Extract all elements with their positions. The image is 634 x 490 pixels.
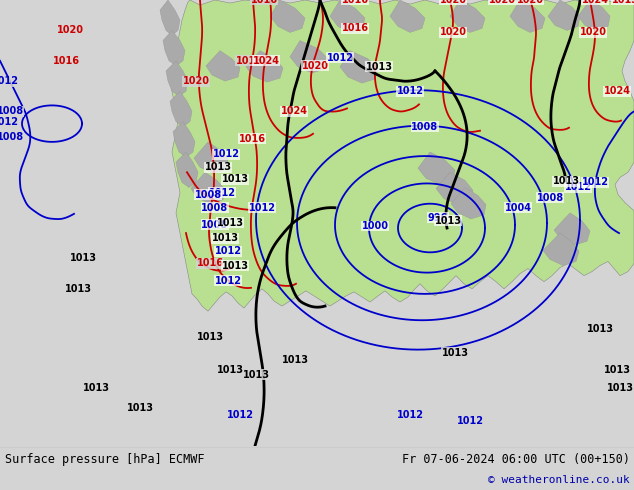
Text: 1012: 1012 (226, 411, 254, 420)
Polygon shape (170, 91, 192, 127)
Text: 1020: 1020 (579, 27, 607, 37)
Text: 1013: 1013 (434, 216, 462, 226)
Polygon shape (390, 0, 425, 32)
Polygon shape (166, 61, 188, 96)
Text: 1013: 1013 (216, 218, 243, 228)
Text: 1016: 1016 (197, 259, 224, 269)
Text: 1013: 1013 (607, 383, 633, 393)
Polygon shape (246, 50, 283, 82)
Text: © weatheronline.co.uk: © weatheronline.co.uk (488, 475, 630, 485)
Text: 1008: 1008 (202, 203, 229, 213)
Text: 1000: 1000 (361, 221, 389, 231)
Text: 1016: 1016 (250, 0, 278, 5)
Text: 996: 996 (428, 213, 448, 223)
Polygon shape (163, 30, 185, 66)
Text: 1012: 1012 (214, 276, 242, 286)
Text: 1013: 1013 (441, 348, 469, 358)
Text: 1013: 1013 (65, 284, 91, 294)
Text: 1013: 1013 (604, 365, 630, 375)
Text: 1024: 1024 (252, 56, 280, 66)
Polygon shape (206, 50, 240, 81)
Text: 1013: 1013 (212, 233, 238, 243)
Text: 1016: 1016 (53, 56, 79, 66)
Polygon shape (451, 188, 486, 219)
Text: 1013: 1013 (242, 370, 269, 380)
Text: 1016: 1016 (238, 134, 266, 144)
Text: 1013: 1013 (127, 403, 153, 414)
Text: 1013: 1013 (221, 261, 249, 270)
Polygon shape (510, 0, 545, 32)
Polygon shape (418, 152, 455, 184)
Polygon shape (543, 233, 579, 266)
Text: 1012: 1012 (564, 182, 592, 193)
Text: 1024: 1024 (581, 0, 609, 5)
Text: 1020: 1020 (56, 25, 84, 35)
Text: 1013: 1013 (612, 0, 634, 5)
Text: 1008: 1008 (536, 193, 564, 202)
Text: 1012: 1012 (0, 117, 18, 126)
Text: 1013: 1013 (82, 383, 110, 393)
Text: 1013: 1013 (586, 324, 614, 334)
Text: 1004: 1004 (505, 203, 531, 213)
Text: 1013: 1013 (221, 174, 249, 184)
Polygon shape (173, 122, 195, 157)
Text: 1020: 1020 (183, 76, 209, 86)
Text: 1013: 1013 (70, 253, 96, 264)
Text: Fr 07-06-2024 06:00 UTC (00+150): Fr 07-06-2024 06:00 UTC (00+150) (402, 453, 630, 466)
Text: Surface pressure [hPa] ECMWF: Surface pressure [hPa] ECMWF (5, 453, 205, 466)
Polygon shape (554, 213, 590, 245)
Polygon shape (176, 152, 198, 188)
Text: 1016: 1016 (342, 24, 368, 33)
Text: 1013: 1013 (205, 162, 231, 172)
Text: 1012: 1012 (249, 203, 276, 213)
Polygon shape (194, 142, 228, 173)
Text: 1008: 1008 (202, 220, 229, 230)
Text: 1008: 1008 (0, 132, 23, 142)
Text: 1024: 1024 (604, 86, 630, 96)
Text: 1012: 1012 (214, 246, 242, 256)
Text: 1012: 1012 (209, 188, 235, 197)
Text: 1012: 1012 (396, 86, 424, 96)
Text: 1012: 1012 (396, 411, 424, 420)
Text: 1012: 1012 (581, 177, 609, 187)
Polygon shape (340, 50, 378, 83)
Polygon shape (450, 0, 485, 32)
Text: 1024: 1024 (280, 106, 307, 117)
Text: 1020: 1020 (489, 0, 515, 5)
Text: 1008: 1008 (195, 190, 221, 199)
Text: 1016: 1016 (235, 56, 262, 66)
Text: 1013: 1013 (552, 176, 579, 186)
Text: 1013: 1013 (216, 365, 243, 375)
Polygon shape (270, 0, 305, 32)
Text: 1016: 1016 (342, 0, 368, 5)
Polygon shape (548, 0, 580, 30)
Polygon shape (170, 0, 634, 311)
Text: 1008: 1008 (411, 122, 439, 132)
Text: 1013: 1013 (197, 333, 224, 343)
Text: 1020: 1020 (517, 0, 543, 5)
Polygon shape (578, 0, 610, 30)
Text: 1020: 1020 (439, 0, 467, 5)
Text: 1012: 1012 (456, 416, 484, 425)
Polygon shape (160, 0, 180, 35)
Polygon shape (436, 172, 473, 205)
Polygon shape (191, 172, 225, 204)
Text: 1013: 1013 (281, 355, 309, 365)
Text: 1012: 1012 (0, 76, 18, 86)
Polygon shape (290, 41, 328, 73)
Text: 1012: 1012 (212, 149, 240, 159)
Text: 1020: 1020 (439, 27, 467, 37)
Polygon shape (330, 0, 365, 32)
Text: 1012: 1012 (327, 53, 354, 63)
Text: 1008: 1008 (0, 106, 23, 117)
Text: 1020: 1020 (302, 61, 328, 71)
Text: 1013: 1013 (365, 62, 392, 72)
